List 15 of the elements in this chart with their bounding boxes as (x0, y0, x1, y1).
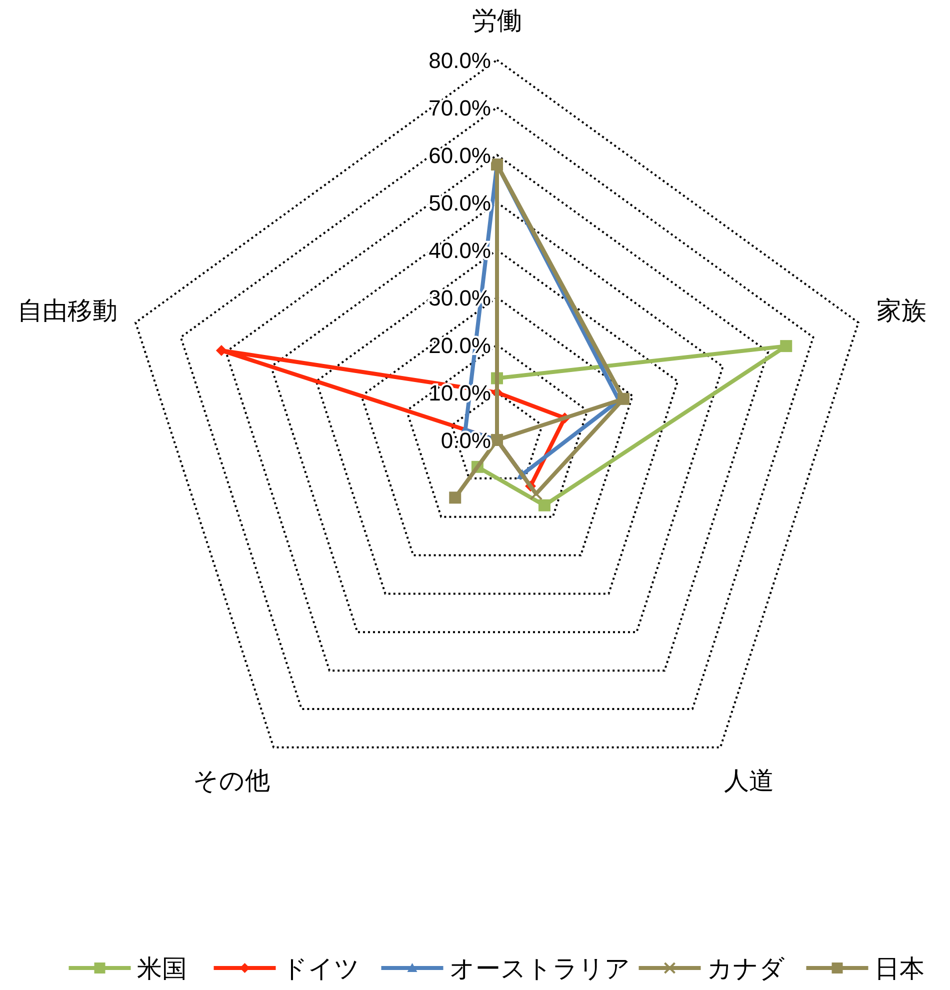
legend-label: 日本 (874, 955, 924, 983)
legend-label: オーストラリア (449, 955, 630, 983)
spoke-label: 労働 (472, 7, 522, 35)
legend-label: ドイツ (282, 955, 360, 983)
spoke-label: 家族 (876, 297, 926, 326)
spoke-label: 自由移動 (18, 297, 118, 326)
y-tick-label: 80.0% (428, 48, 491, 73)
y-tick-label: 60.0% (428, 143, 491, 168)
spoke-label: 人道 (724, 766, 774, 795)
y-tick-label: 70.0% (428, 96, 491, 120)
y-tick-label: 0.0% (440, 428, 491, 453)
legend-label: カナダ (706, 955, 785, 983)
y-tick-label: 50.0% (428, 190, 491, 216)
legend-label: 米国 (136, 955, 187, 983)
spoke-label: その他 (193, 766, 270, 795)
